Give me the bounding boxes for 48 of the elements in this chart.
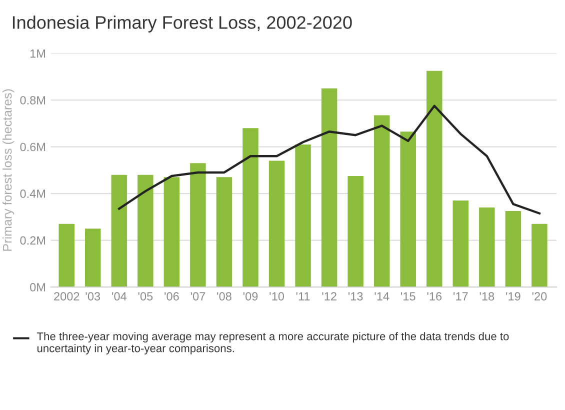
- x-tick-label: '09: [243, 292, 258, 301]
- y-tick-label: 0.4M: [20, 190, 46, 198]
- x-tick-label: '19: [506, 292, 520, 301]
- bar: [242, 128, 258, 287]
- x-tick-label: '16: [427, 292, 442, 301]
- x-tick-label: '17: [454, 292, 468, 300]
- bar: [374, 115, 390, 287]
- bar: [295, 144, 311, 287]
- x-tick-label: '03: [86, 292, 100, 301]
- bar: [348, 176, 364, 287]
- y-tick-label: 0.2M: [20, 236, 46, 245]
- x-tick-label: '05: [138, 292, 153, 301]
- y-axis-title: Primary forest loss (hectares): [2, 89, 14, 251]
- y-tick-label: 0.8M: [20, 96, 46, 104]
- y-tick-label: 1M: [30, 49, 46, 58]
- x-tick-label: '12: [322, 292, 336, 300]
- bar: [479, 208, 495, 287]
- x-tick-label: '06: [164, 292, 179, 301]
- y-tick-label: 0.6M: [20, 142, 46, 152]
- bar: [111, 174, 128, 287]
- chart-title: Indonesia Primary Forest Loss, 2002-2020: [12, 16, 352, 32]
- x-tick-label: '07: [190, 292, 206, 301]
- bar: [426, 70, 442, 287]
- bar: [164, 177, 180, 287]
- y-tick-label: 0M: [30, 283, 46, 292]
- x-tick-label: '14: [374, 292, 390, 300]
- x-tick-label: '13: [348, 292, 363, 301]
- bar: [532, 224, 548, 287]
- bar: [58, 224, 74, 287]
- bar: [400, 132, 416, 287]
- bar: [85, 228, 101, 287]
- x-tick-label: '15: [401, 292, 416, 301]
- bar: [505, 211, 522, 287]
- x-tick-label: 2002: [54, 292, 80, 301]
- x-tick-label: '20: [532, 292, 547, 301]
- x-tick-label: '10: [270, 292, 284, 301]
- legend-label: The three-year moving average may represent a more accurate picture of the data trends due to uncertainty in year-to-year comparisons.: [36, 332, 509, 354]
- x-tick-label: '08: [217, 292, 232, 301]
- x-tick-label: '11: [296, 292, 310, 300]
- bar: [321, 88, 338, 287]
- line-series: [118, 104, 541, 214]
- bar: [452, 200, 469, 287]
- bar: [138, 174, 154, 287]
- bar: [268, 160, 285, 287]
- x-tick-label: '18: [480, 292, 494, 301]
- bar: [216, 177, 232, 287]
- x-tick-label: '04: [112, 292, 126, 301]
- bar: [190, 163, 206, 287]
